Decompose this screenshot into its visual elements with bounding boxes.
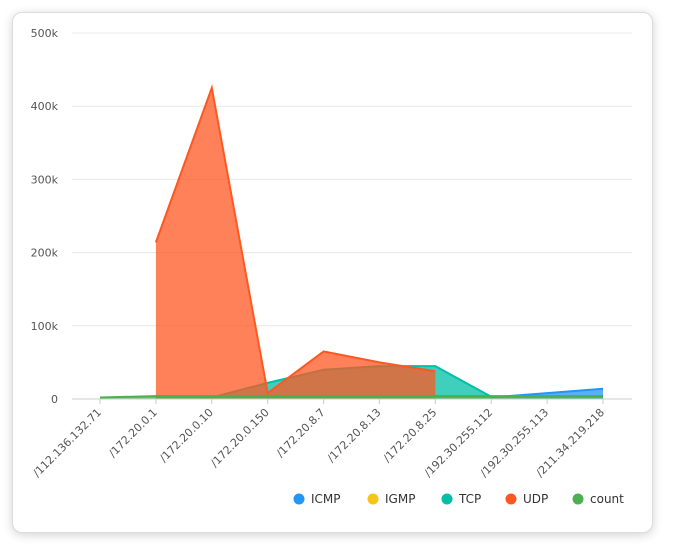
legend-label: UDP (523, 492, 548, 506)
x-tick-label: /172.20.8.25 (381, 406, 440, 465)
x-tick-label: /172.20.0.150 (208, 406, 272, 470)
y-tick-label: 300k (31, 173, 59, 186)
legend-marker (367, 493, 379, 505)
x-tick-label: /172.20.8.13 (325, 406, 384, 465)
legend-label: count (590, 492, 624, 506)
legend-item-igmp[interactable]: IGMP (367, 492, 416, 506)
legend-item-tcp[interactable]: TCP (441, 492, 482, 506)
legend-item-icmp[interactable]: ICMP (293, 492, 341, 506)
count-series-line (99, 395, 603, 399)
x-tick-label: /172.20.0.10 (157, 406, 216, 465)
y-tick-label: 100k (31, 320, 59, 333)
udp-series-area (155, 87, 436, 400)
udp-series-line (154, 84, 436, 395)
legend-marker (505, 493, 517, 505)
series-areas (99, 84, 604, 400)
legend-marker (572, 493, 584, 505)
legend-label: ICMP (311, 492, 341, 506)
legend-label: TCP (458, 492, 481, 506)
y-tick-label: 500k (31, 27, 59, 40)
chart-card (12, 12, 653, 533)
legend[interactable]: ICMP IGMP TCP UDP count (293, 492, 625, 506)
y-tick-label: 0 (51, 393, 58, 406)
x-tick-label: /112.136.132.71 (30, 406, 104, 480)
axes: 0 100k 200k 300k 400k 500k/112.136.132.71/172… (30, 27, 632, 480)
x-tick-label: /172.20.0.1 (106, 406, 160, 460)
y-tick-label: 400k (31, 100, 59, 113)
legend-item-udp[interactable]: UDP (505, 492, 549, 506)
legend-item-count[interactable]: count (572, 492, 625, 506)
legend-marker (293, 493, 305, 505)
y-tick-label: 200k (31, 247, 59, 260)
legend-label: IGMP (385, 492, 415, 506)
x-tick-label: /172.20.8.7 (274, 406, 328, 460)
legend-marker (441, 493, 453, 505)
